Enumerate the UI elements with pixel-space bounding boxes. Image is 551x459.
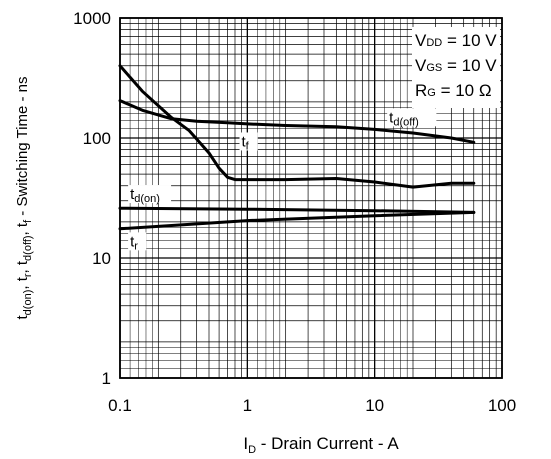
x-tick-label: 0.1 (108, 396, 132, 415)
series-label-bg (128, 185, 172, 204)
condition-RG: RG = 10 Ω (415, 81, 492, 100)
condition-VDD: VDD = 10 V (415, 31, 497, 50)
conditions-box (412, 27, 500, 108)
condition-VGS: VGS = 10 V (415, 56, 497, 75)
x-axis-title: ID - Drain Current - A (243, 434, 399, 456)
series-line-t-f (118, 64, 476, 189)
series-label-t-d(on): td(on) (130, 186, 160, 205)
y-tick-label: 10 (92, 249, 111, 268)
x-tick-label: 1 (243, 396, 252, 415)
plot-frame (119, 17, 503, 379)
y-tick-label: 1 (102, 369, 111, 388)
series-line-t-d(on) (118, 206, 476, 214)
series-label-bg (387, 108, 437, 127)
series-label-t-r: tr (130, 233, 138, 252)
series-label-t-f: tf (242, 133, 250, 152)
series-label-bg (128, 232, 147, 251)
x-tick-label: 100 (488, 396, 516, 415)
y-tick-label: 100 (83, 129, 111, 148)
series-label-t-d(off): td(off) (389, 109, 419, 128)
y-tick-label: 1000 (73, 9, 111, 28)
series-line-t-r (118, 210, 476, 231)
x-tick-label: 10 (365, 396, 384, 415)
series-label-bg (239, 132, 258, 151)
series-lines (118, 64, 476, 231)
series-line-t-d(off) (118, 99, 476, 144)
y-axis-title: td(on), tr, td(off), tf - Switching Time… (14, 77, 34, 320)
